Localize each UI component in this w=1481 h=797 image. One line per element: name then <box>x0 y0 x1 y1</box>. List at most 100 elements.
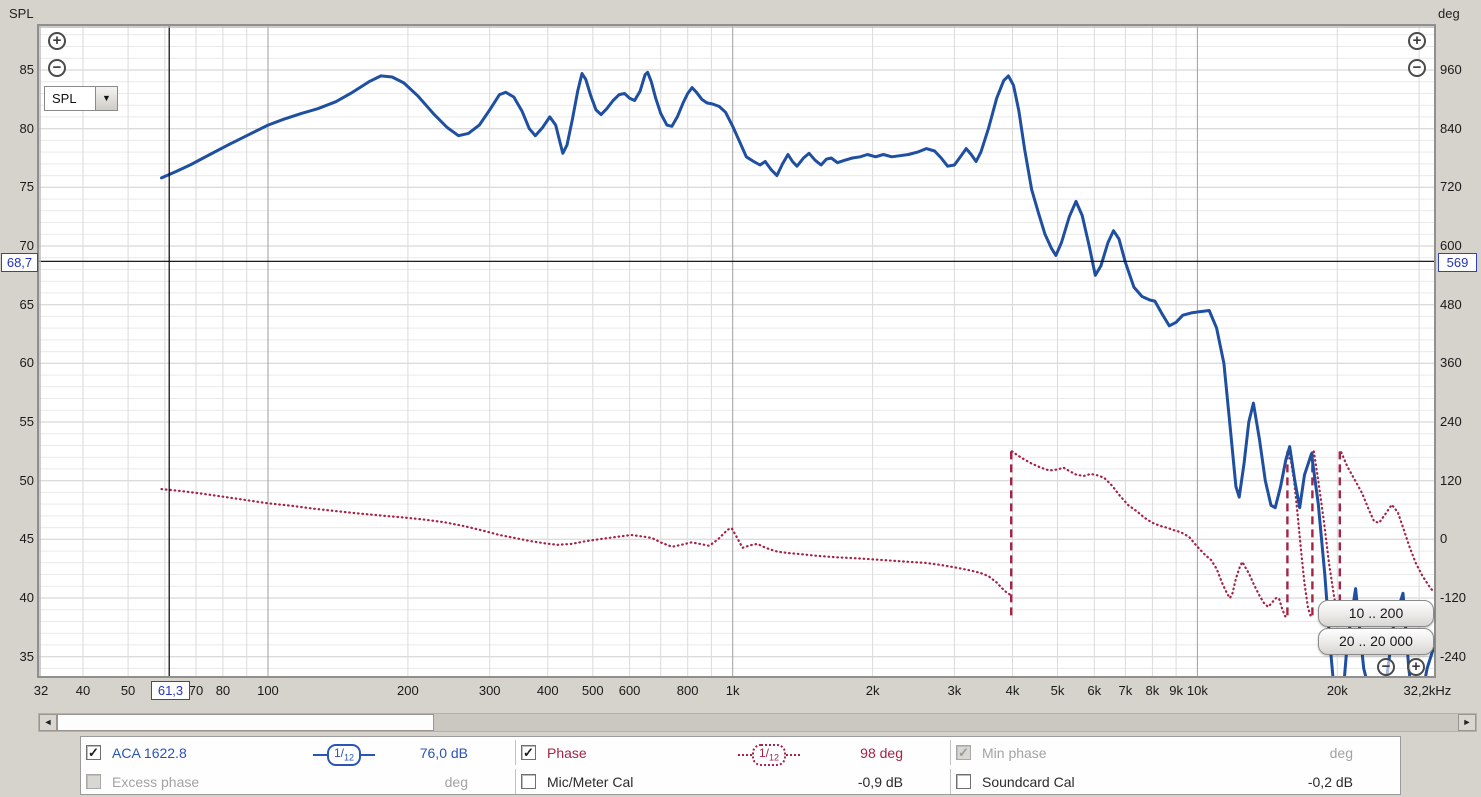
zoom-out-button-freq[interactable]: − <box>1377 658 1395 676</box>
x-tick-800: 800 <box>676 683 699 698</box>
x-tick-10000: 10k <box>1186 683 1208 698</box>
y-left-tick-80: 80 <box>19 120 34 136</box>
legend-cell-aca-1622-8: ✓ ACA 1622.8 1/12 76,0 dB <box>81 738 516 767</box>
legend-label-aca-1622-8: ACA 1622.8 <box>112 745 187 761</box>
range-button-10-200[interactable]: 10 .. 200 <box>1318 600 1434 627</box>
legend-value-phase: 98 deg <box>860 745 903 761</box>
legend-cell-mic-meter-cal: Mic/Meter Cal -0,9 dB <box>516 767 951 796</box>
x-tick-80: 80 <box>215 683 231 698</box>
zoom-in-button-freq[interactable]: + <box>1407 658 1425 676</box>
x-tick-4000: 4k <box>1005 683 1020 698</box>
graph-mode-value[interactable]: SPL <box>44 86 95 111</box>
x-tick-200: 200 <box>397 683 419 698</box>
checkbox-min-phase: ✓ <box>956 745 971 760</box>
y-right-tick--240: -240 <box>1440 648 1467 664</box>
y-right-tick-600: 600 <box>1440 238 1462 253</box>
legend-cell-min-phase: ✓ Min phase deg <box>951 738 1401 767</box>
legend-value-mic-meter-cal: -0,9 dB <box>857 774 903 790</box>
x-tick-5000: 5k <box>1050 683 1065 698</box>
legend-cell-excess-phase: Excess phase deg <box>81 767 516 796</box>
cursor-deg-readout: 569 <box>1438 253 1477 272</box>
y-right-tick-0: 0 <box>1440 531 1448 547</box>
legend-column-divider <box>515 740 516 765</box>
legend-label-soundcard-cal: Soundcard Cal <box>982 774 1075 790</box>
y-right-tick-240: 240 <box>1440 414 1462 430</box>
scroll-right-button[interactable]: ► <box>1458 714 1476 731</box>
x-tick-3000: 3k <box>947 683 962 698</box>
legend-label-mic-meter-cal: Mic/Meter Cal <box>547 774 634 790</box>
spl-axis-title: SPL <box>9 6 34 21</box>
horizontal-scrollbar[interactable]: ◄ ► <box>38 713 1477 732</box>
legend-cell-soundcard-cal: Soundcard Cal -0,2 dB <box>951 767 1401 796</box>
checkbox-excess-phase <box>86 774 101 789</box>
x-tick-20000: 20k <box>1326 683 1348 698</box>
chevron-down-icon[interactable]: ▼ <box>95 86 118 111</box>
zoom-out-button-spl[interactable]: − <box>48 59 66 77</box>
y-left-tick-65: 65 <box>19 296 34 312</box>
zoom-in-button-spl[interactable]: + <box>48 32 66 50</box>
smoothing-indicator-phase[interactable]: 1/12 <box>738 744 801 767</box>
y-right-tick-720: 720 <box>1440 179 1462 195</box>
zoom-in-button-deg[interactable]: + <box>1408 32 1426 50</box>
cursor-freq-readout: 61,3 <box>151 681 190 700</box>
y-left-tick-55: 55 <box>19 413 34 429</box>
x-tick-500: 500 <box>581 683 604 698</box>
x-tick-32200: 32,2kHz <box>1403 683 1452 698</box>
deg-axis-title: deg <box>1438 6 1460 21</box>
x-tick-9000: 9k <box>1169 683 1184 698</box>
y-left-tick-70: 70 <box>19 238 34 253</box>
x-tick-6000: 6k <box>1087 683 1102 698</box>
x-tick-32: 32 <box>33 683 49 698</box>
checkbox-mic-meter-cal[interactable] <box>521 774 536 789</box>
y-left-tick-75: 75 <box>19 179 34 195</box>
legend-column-divider <box>515 769 516 794</box>
x-tick-300: 300 <box>478 683 501 698</box>
x-tick-400: 400 <box>536 683 559 698</box>
x-tick-1000: 1k <box>725 683 740 698</box>
y-left-tick-35: 35 <box>19 648 34 664</box>
y-right-tick-960: 960 <box>1440 61 1462 77</box>
legend-label-phase: Phase <box>547 745 587 761</box>
right-arrow-icon: ► <box>1462 717 1472 727</box>
left-arrow-icon: ◄ <box>43 717 53 727</box>
y-right-tick-120: 120 <box>1440 472 1462 488</box>
x-tick-600: 600 <box>618 683 641 698</box>
y-left-tick-45: 45 <box>19 531 34 547</box>
legend-value-excess-phase: deg <box>444 774 468 790</box>
y-right-tick-840: 840 <box>1440 120 1462 136</box>
legend-column-divider <box>950 769 951 794</box>
legend-cell-phase: ✓ Phase 1/12 98 deg <box>516 738 951 767</box>
legend-panel: ✓ ACA 1622.8 1/12 76,0 dB ✓ Phase 1/12 98 deg ✓ M… <box>80 736 1401 795</box>
zoom-out-button-deg[interactable]: − <box>1408 59 1426 77</box>
checkbox-phase[interactable]: ✓ <box>521 745 536 760</box>
y-left-tick-85: 85 <box>19 62 34 77</box>
scroll-left-button[interactable]: ◄ <box>39 714 57 731</box>
y-left-tick-40: 40 <box>19 589 34 605</box>
legend-label-min-phase: Min phase <box>982 745 1047 761</box>
legend-value-aca-1622-8: 76,0 dB <box>419 745 468 761</box>
x-tick-7000: 7k <box>1118 683 1133 698</box>
legend-value-min-phase: deg <box>1329 745 1353 761</box>
cursor-spl-readout: 68,7 <box>1 253 38 272</box>
y-left-tick-50: 50 <box>19 472 34 488</box>
scrollbar-thumb[interactable] <box>57 714 434 731</box>
graph-mode-dropdown[interactable]: SPL ▼ <box>44 86 118 111</box>
x-tick-8000: 8k <box>1145 683 1160 698</box>
x-tick-100: 100 <box>257 683 279 698</box>
y-right-tick-480: 480 <box>1440 296 1462 312</box>
y-right-tick--120: -120 <box>1440 590 1467 606</box>
legend-value-soundcard-cal: -0,2 dB <box>1307 774 1353 790</box>
checkbox-soundcard-cal[interactable] <box>956 774 971 789</box>
x-tick-40: 40 <box>75 683 91 698</box>
x-tick-50: 50 <box>120 683 136 698</box>
checkbox-aca-1622-8[interactable]: ✓ <box>86 745 101 760</box>
x-tick-2000: 2k <box>865 683 880 698</box>
legend-label-excess-phase: Excess phase <box>112 774 200 790</box>
smoothing-indicator-aca-1622-8[interactable]: 1/12 <box>313 744 376 767</box>
range-button-20-20000[interactable]: 20 .. 20 000 <box>1318 628 1434 655</box>
y-right-tick-360: 360 <box>1440 355 1462 371</box>
x-tick-70: 70 <box>188 683 204 698</box>
